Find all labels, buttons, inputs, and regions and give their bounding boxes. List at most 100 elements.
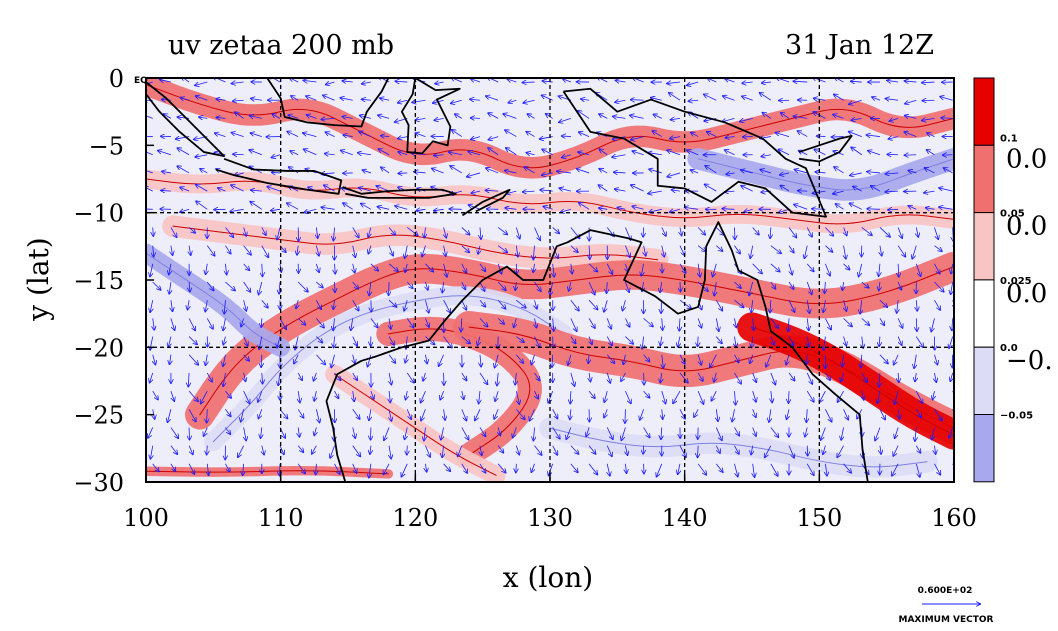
coastline-new-britain (798, 135, 853, 163)
wind-vector (824, 281, 825, 293)
wind-vector (324, 185, 335, 192)
wind-vector (334, 390, 339, 398)
colorbar-segment (973, 144, 995, 214)
wind-vector (169, 263, 171, 275)
wind-vector (916, 318, 917, 331)
wind-vector (631, 136, 644, 140)
wind-vector (570, 336, 576, 344)
wind-vector (951, 281, 953, 294)
wind-vector (343, 135, 353, 136)
wind-vector (771, 391, 772, 402)
wind-vector (200, 169, 208, 174)
wind-vector (678, 336, 680, 347)
wind-vector (837, 445, 844, 457)
wind-vector (825, 372, 830, 380)
wind-vector (378, 115, 390, 119)
wind-vector (934, 354, 937, 365)
wind-vector (425, 318, 429, 327)
wind-vector (836, 204, 844, 210)
wind-vector (515, 281, 516, 290)
wind-vector (552, 409, 558, 418)
wind-vector (316, 300, 321, 309)
wind-vector (898, 409, 900, 418)
wind-vector (218, 188, 226, 191)
wind-vector (316, 354, 325, 365)
wind-vector (388, 245, 393, 256)
wind-vector (353, 391, 354, 401)
reference-vector-label: MAXIMUM VECTOR (898, 615, 993, 625)
wind-vector (516, 336, 523, 343)
wind-vector (949, 427, 954, 437)
wind-vector (497, 263, 501, 274)
wind-vector (934, 263, 939, 274)
wind-vector (195, 155, 208, 157)
wind-vector (406, 391, 408, 399)
wind-vector (725, 150, 735, 156)
wind-vector (934, 299, 940, 310)
wind-vector (599, 149, 608, 156)
wind-vector (698, 318, 701, 327)
wind-vector (716, 336, 722, 344)
wind-vector (160, 80, 171, 82)
wind-vector (770, 318, 778, 328)
wind-vector (353, 354, 355, 363)
wind-vector (497, 227, 507, 234)
wind-vector (261, 427, 262, 438)
wind-vector (671, 118, 681, 119)
wind-vector (894, 354, 899, 365)
wind-vector (461, 463, 467, 473)
wind-vector (389, 409, 391, 421)
wind-vector (788, 445, 794, 458)
wind-vector (716, 445, 720, 453)
wind-vector (924, 191, 935, 193)
wind-vector (401, 463, 408, 477)
wind-vector (461, 263, 467, 273)
wind-vector (497, 463, 505, 473)
wind-vector (542, 149, 553, 156)
wind-vector (815, 149, 826, 156)
wind-vector (853, 186, 862, 192)
wind-vector (249, 150, 262, 156)
wind-vector (763, 113, 772, 119)
wind-vector (195, 81, 208, 85)
wind-vector (788, 372, 795, 381)
wind-vector (725, 191, 735, 192)
wind-vector (657, 463, 663, 477)
wind-vector (225, 427, 230, 433)
wind-vector (599, 208, 608, 209)
wind-vector (503, 114, 517, 119)
wind-vector (277, 336, 280, 348)
wind-vector (169, 281, 171, 294)
wind-vector (599, 114, 608, 119)
wind-vector (640, 409, 644, 420)
wind-vector (588, 463, 597, 475)
wind-vector (405, 263, 407, 272)
wind-vector (495, 390, 498, 401)
wind-vector (479, 391, 480, 403)
coastline-australia (325, 221, 954, 482)
wind-vector (506, 148, 517, 156)
wind-vector (581, 99, 590, 100)
wind-vector (298, 391, 300, 402)
wind-vector (267, 187, 281, 192)
wind-vector (698, 263, 700, 277)
wind-vector (897, 227, 902, 238)
wind-vector (716, 245, 722, 251)
wind-vector (631, 100, 644, 101)
wind-vector (834, 167, 844, 174)
wind-vector (361, 204, 372, 210)
wind-vector (825, 227, 833, 235)
wind-vector (623, 300, 626, 310)
wind-vector (939, 207, 953, 209)
wind-vector (462, 281, 466, 289)
wind-vector (788, 245, 794, 253)
wind-vector (850, 173, 862, 175)
wind-vector (526, 132, 535, 137)
wind-vector (631, 185, 644, 192)
wind-vector (662, 409, 663, 419)
wind-vector (849, 132, 862, 137)
coastline-sulawesi (400, 78, 461, 155)
wind-vector (841, 427, 843, 439)
wind-vector (368, 227, 371, 236)
wind-vector (770, 281, 776, 289)
